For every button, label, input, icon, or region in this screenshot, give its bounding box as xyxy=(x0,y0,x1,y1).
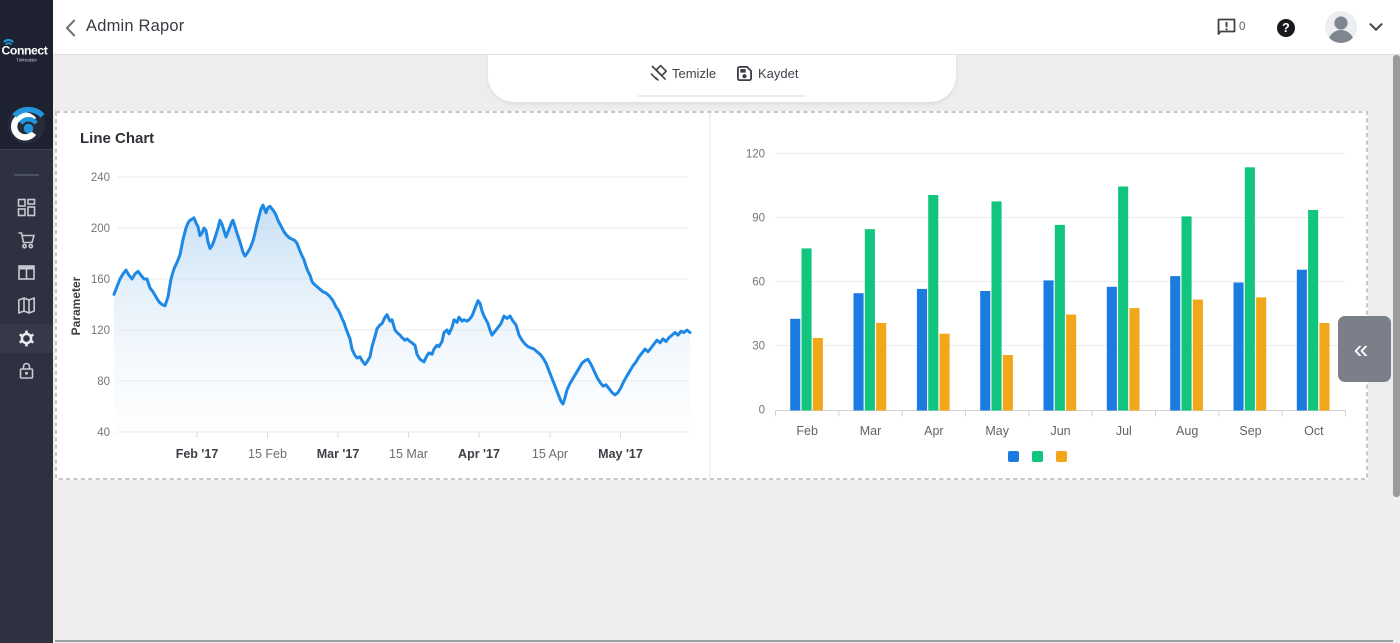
svg-text:Apr '17: Apr '17 xyxy=(458,447,500,461)
svg-text:Jun: Jun xyxy=(1050,424,1070,438)
svg-text:15 Mar: 15 Mar xyxy=(389,447,428,461)
svg-text:120: 120 xyxy=(91,325,110,337)
svg-text:Connect: Connect xyxy=(2,44,48,58)
svg-text:40: 40 xyxy=(97,427,110,439)
svg-text:200: 200 xyxy=(91,223,110,235)
svg-text:15 Apr: 15 Apr xyxy=(532,447,568,461)
svg-text:Parameter: Parameter xyxy=(69,276,83,335)
svg-text:May: May xyxy=(985,424,1009,438)
svg-text:90: 90 xyxy=(752,213,765,225)
svg-text:0: 0 xyxy=(759,405,765,417)
svg-text:240: 240 xyxy=(91,172,110,184)
svg-text:May '17: May '17 xyxy=(598,447,643,461)
svg-text:Jul: Jul xyxy=(1116,424,1132,438)
svg-text:Feb: Feb xyxy=(796,424,818,438)
svg-text:30: 30 xyxy=(752,341,765,353)
svg-text:15 Feb: 15 Feb xyxy=(248,447,287,461)
svg-text:80: 80 xyxy=(97,376,110,388)
svg-text:Mar: Mar xyxy=(860,424,882,438)
svg-text:60: 60 xyxy=(752,277,765,289)
svg-text:120: 120 xyxy=(746,149,765,161)
svg-text:Oct: Oct xyxy=(1304,424,1324,438)
svg-text:160: 160 xyxy=(91,274,110,286)
svg-text:Feb '17: Feb '17 xyxy=(176,447,219,461)
svg-text:Mar '17: Mar '17 xyxy=(317,447,360,461)
svg-text:Türktraktör: Türktraktör xyxy=(16,58,37,63)
svg-text:Apr: Apr xyxy=(924,424,943,438)
svg-text:Sep: Sep xyxy=(1239,424,1261,438)
svg-text:Aug: Aug xyxy=(1176,424,1198,438)
